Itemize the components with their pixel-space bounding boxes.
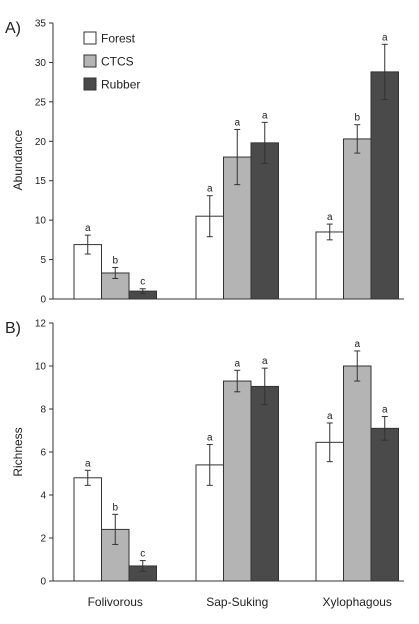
y-tick-label: 10 <box>35 216 47 227</box>
significance-letter: c <box>140 549 145 560</box>
x-category-label: Folivorous <box>88 595 143 609</box>
bar-ctcs <box>223 380 252 582</box>
y-tick-label: 10 <box>35 362 47 373</box>
y-tick-label: 12 <box>35 319 47 330</box>
x-category-label: Sap-Suking <box>206 595 268 609</box>
y-tick-label: 20 <box>35 137 47 148</box>
significance-letter: a <box>354 339 360 350</box>
y-tick-label: 2 <box>40 534 46 545</box>
significance-letter: a <box>327 212 333 223</box>
significance-letter: a <box>207 432 213 443</box>
significance-letter: a <box>262 110 268 121</box>
significance-letter: a <box>262 356 268 367</box>
significance-letter: a <box>382 405 388 416</box>
bar-rubber <box>370 427 399 582</box>
significance-letter: a <box>327 411 333 422</box>
significance-letter: a <box>234 358 240 369</box>
significance-letter: c <box>140 277 145 288</box>
y-axis-label: Richness <box>11 427 25 476</box>
richness-panel: B) Richness 0 2 4 6 8 10 12 a b c a a a a a a Folivorous Sa… <box>5 319 404 609</box>
y-tick-label: 35 <box>35 19 47 30</box>
y-tick-label: 0 <box>40 577 46 588</box>
significance-letter: a <box>207 184 213 195</box>
y-axis-label: Abundance <box>11 129 25 190</box>
bar-rubber <box>250 142 279 300</box>
y-tick-label: 30 <box>35 58 47 69</box>
bar-ctcs <box>343 365 372 582</box>
y-tick-label: 0 <box>40 295 46 306</box>
bar-rubber <box>250 385 279 582</box>
y-tick-label: 5 <box>40 255 46 266</box>
y-tick-label: 15 <box>35 176 47 187</box>
legend: Forest CTCS Rubber <box>83 31 140 92</box>
significance-letter: a <box>85 458 91 469</box>
significance-letter: b <box>354 113 360 124</box>
y-tick-label: 6 <box>40 448 46 459</box>
bar-forest <box>315 441 344 582</box>
bar-forest <box>315 231 344 300</box>
legend-label: Forest <box>101 32 136 46</box>
bar-forest <box>73 477 102 582</box>
legend-swatch <box>83 77 97 91</box>
significance-letter: a <box>234 117 240 128</box>
x-category-label: Xylophagous <box>323 595 392 609</box>
legend-label: Rubber <box>101 78 140 92</box>
significance-letter: a <box>85 223 91 234</box>
legend-label: CTCS <box>101 55 134 69</box>
significance-letter: a <box>382 32 388 43</box>
bar-rubber <box>370 71 399 300</box>
significance-letter: b <box>112 502 118 513</box>
abundance-panel: A) Abundance 0 5 10 15 20 25 30 35 a b c a a a a b a Forest… <box>5 19 404 306</box>
y-tick-label: 4 <box>40 491 46 502</box>
y-tick-label: 25 <box>35 97 47 108</box>
legend-swatch <box>83 54 97 68</box>
y-tick-label: 8 <box>40 405 46 416</box>
panel-label: B) <box>5 320 21 337</box>
bar-ctcs <box>343 138 372 300</box>
legend-swatch <box>83 31 97 45</box>
panel-label: A) <box>5 20 21 37</box>
significance-letter: b <box>112 255 118 266</box>
